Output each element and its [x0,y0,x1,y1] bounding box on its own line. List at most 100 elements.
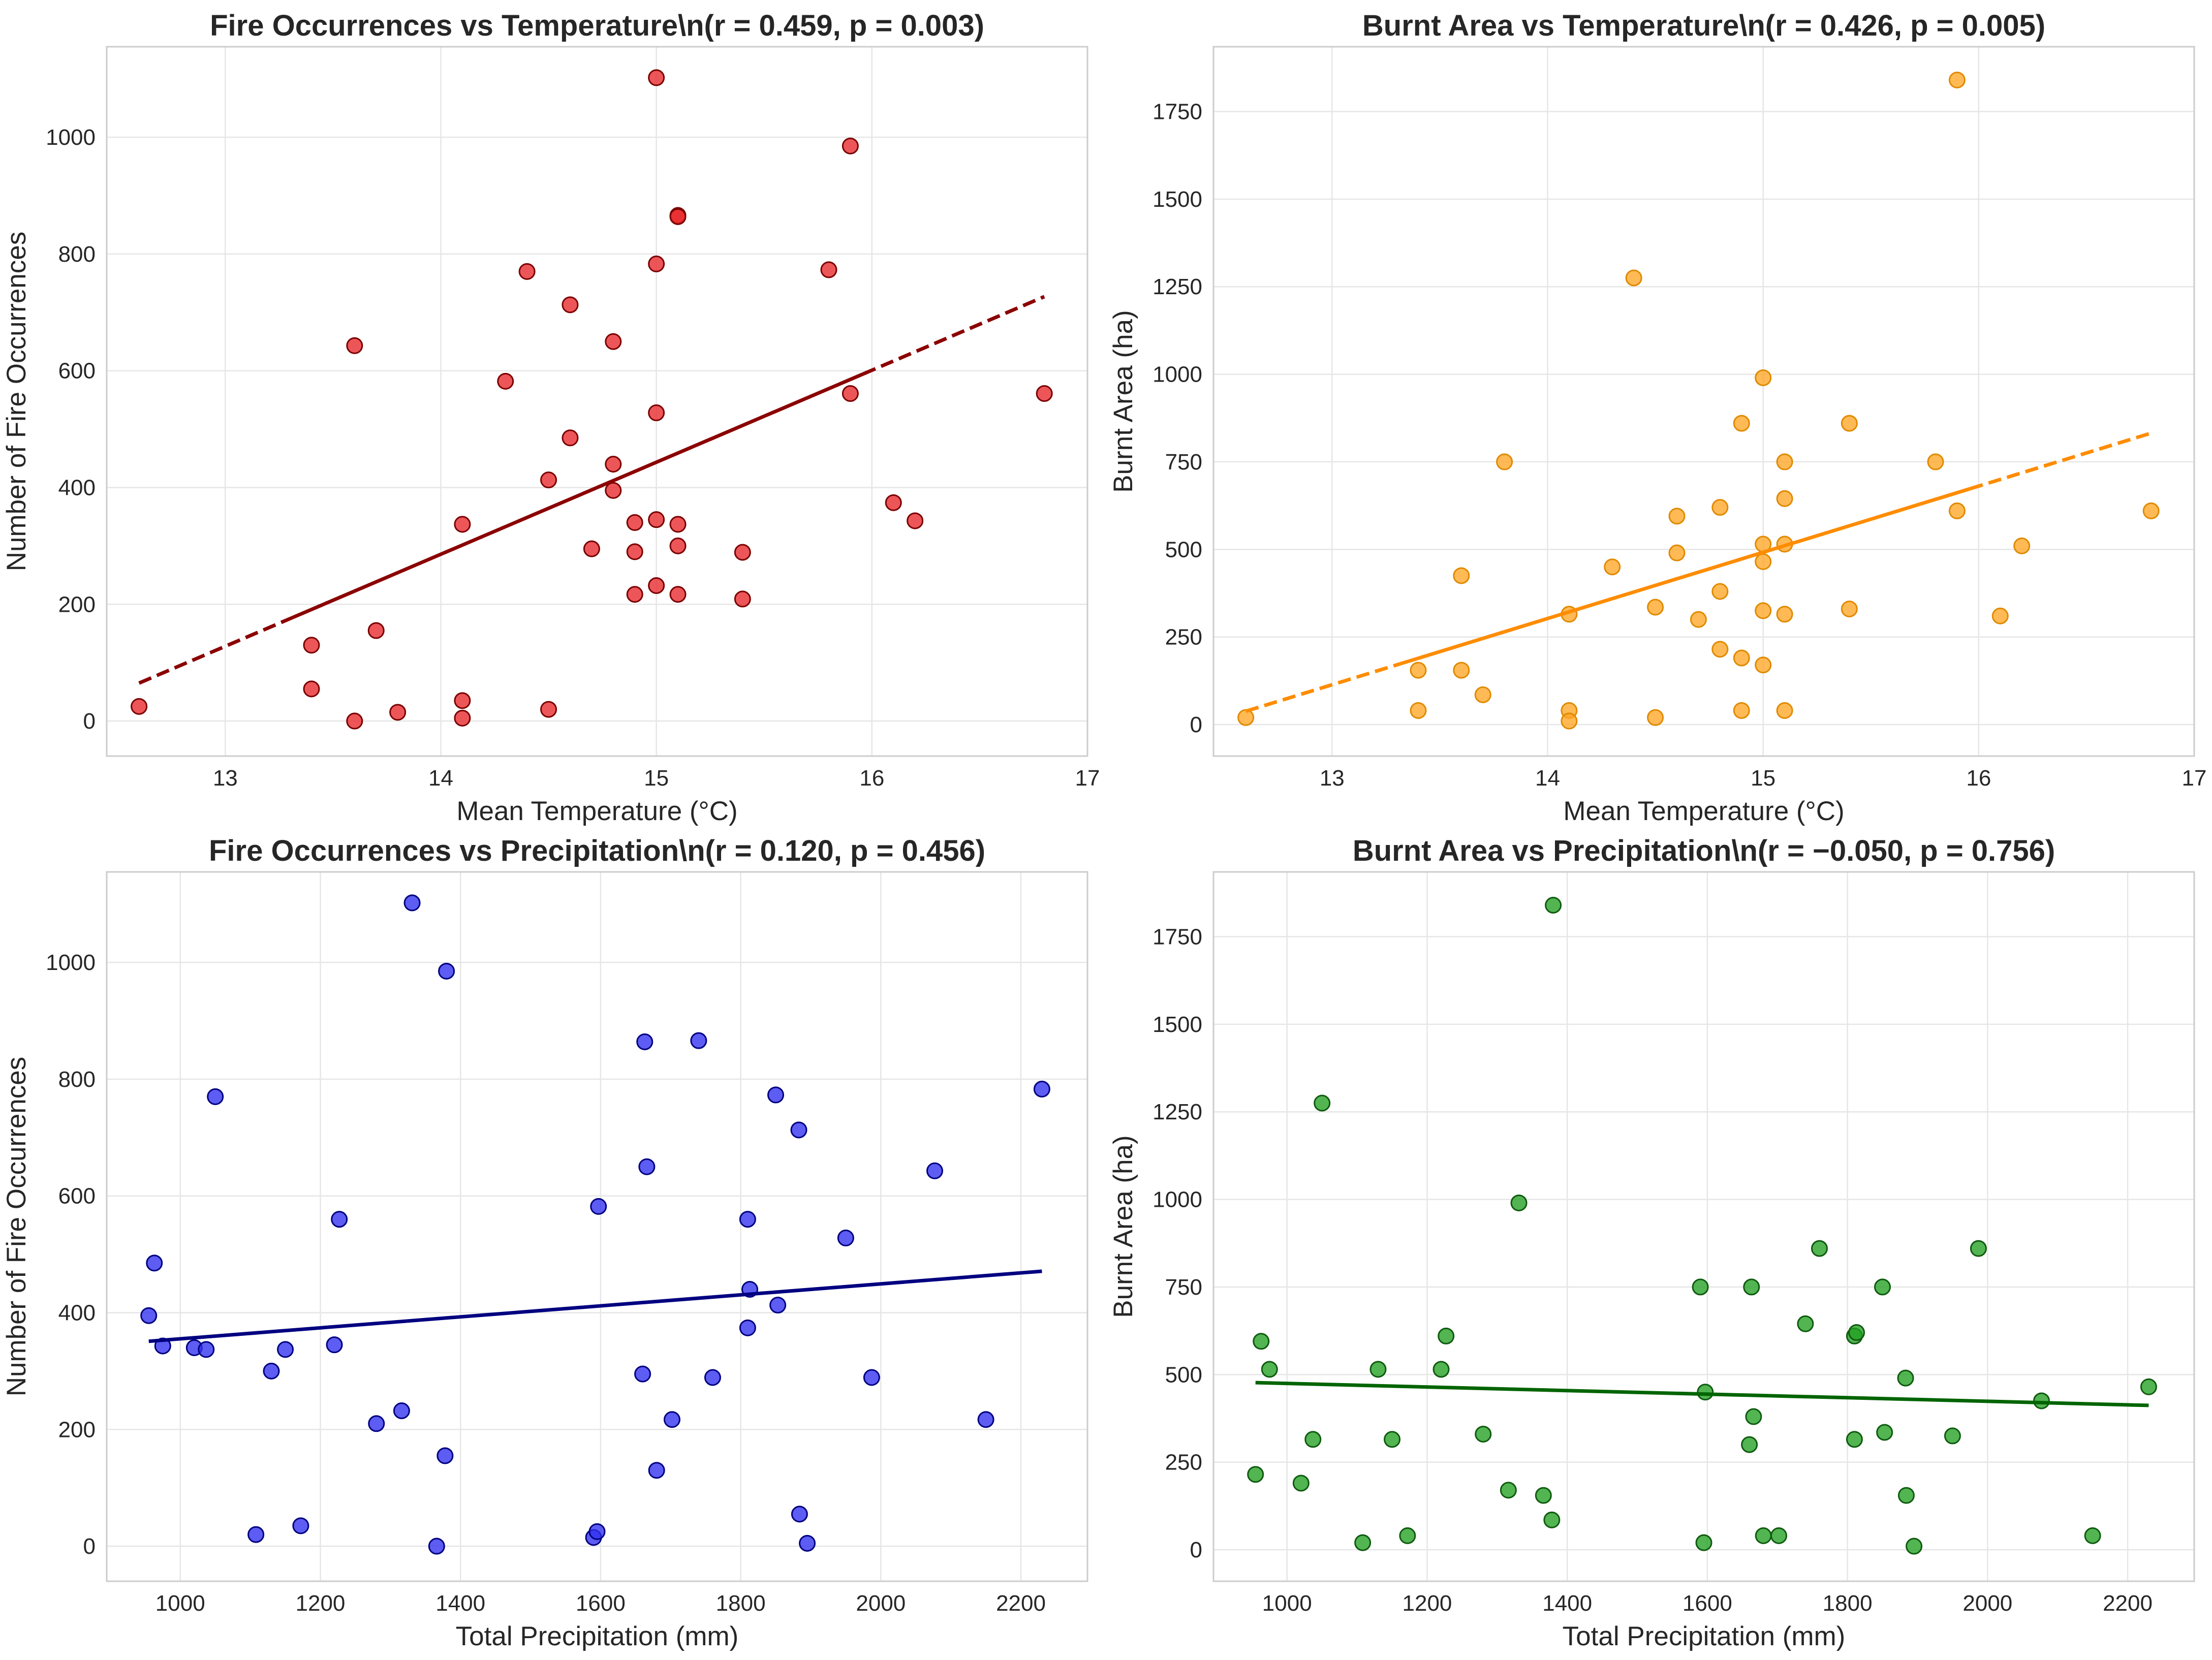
data-point [1841,415,1858,432]
chart-title: Burnt Area vs Precipitation\n(r = −0.050… [1353,834,2055,867]
data-point [1755,1527,1772,1544]
data-point [497,372,514,390]
y-tick-label: 1750 [1152,925,1202,950]
data-point [690,1032,707,1049]
data-point [1745,1408,1762,1425]
data-point [1432,1361,1450,1378]
y-tick-label: 250 [1165,1450,1202,1475]
data-point [767,1086,785,1104]
trend-line [1399,487,1971,666]
data-point [669,208,687,225]
chart-title: Fire Occurrences vs Temperature\n(r = 0.… [210,9,984,42]
data-point [1776,606,1793,623]
data-point [626,586,643,603]
data-point [1647,599,1664,616]
data-point [1500,1482,1517,1499]
data-point [1438,1327,1455,1344]
data-point [303,637,320,654]
data-point [1304,1431,1322,1448]
data-point [1475,1425,1492,1443]
data-point [346,712,363,730]
data-point [326,1336,343,1354]
data-point [1848,1324,1865,1341]
trend-line-segment [138,615,294,685]
y-tick-label: 1000 [46,125,96,150]
data-point [403,894,421,912]
data-point [1697,1384,1714,1401]
x-tick-label: 17 [2182,766,2207,791]
data-point [1410,662,1427,679]
data-point [1770,1527,1788,1544]
plot-frame [106,46,1088,757]
x-tick-label: 2000 [856,1591,906,1616]
data-point [648,1462,665,1479]
x-tick-label: 1000 [1262,1591,1312,1616]
trend-line-segment [1245,662,1400,713]
data-point [207,1088,224,1105]
x-tick-label: 1200 [1403,1591,1452,1616]
y-tick-label: 800 [58,242,96,267]
y-tick-label: 750 [1165,450,1202,475]
data-point [1668,508,1686,525]
data-point [1897,1487,1915,1504]
plot-frame [1212,46,2195,757]
data-point [1776,453,1793,471]
data-point [389,704,407,721]
data-point [739,1319,756,1336]
data-point [1535,1487,1552,1504]
y-tick-label: 250 [1165,625,1202,650]
data-point [2140,1378,2157,1395]
x-tick-label: 14 [428,766,453,791]
data-point [131,698,148,715]
data-point [1841,600,1858,617]
x-axis-label: Total Precipitation (mm) [456,1621,739,1651]
data-point [1755,369,1772,386]
data-point [1897,1369,1914,1387]
data-point [140,1307,158,1324]
data-point [769,1297,787,1314]
x-tick-label: 1400 [435,1591,485,1616]
x-tick-label: 1000 [155,1591,205,1616]
data-point [1948,502,1966,519]
data-point [1755,656,1772,674]
data-point [588,1523,606,1540]
data-point [1692,1278,1709,1296]
y-tick-label: 200 [58,1417,96,1442]
data-point [648,255,665,272]
data-point [791,1506,808,1523]
data-point [734,544,751,561]
x-tick-label: 2200 [2103,1591,2153,1616]
x-axis-label: Mean Temperature (°C) [1563,796,1844,826]
data-point [454,692,471,709]
data-point [1970,1240,1987,1257]
data-point [1711,583,1729,600]
data-point [454,516,471,533]
data-point [1292,1475,1310,1492]
y-tick-label: 1250 [1152,274,1202,299]
data-point [648,69,665,86]
data-point [1948,71,1966,88]
data-point [1733,415,1750,432]
data-point [1453,662,1470,679]
x-tick-label: 16 [1966,766,1991,791]
y-tick-label: 400 [58,475,96,500]
data-point [1545,896,1562,914]
data-point [1399,1527,1416,1544]
data-point [1711,641,1729,658]
data-point [1410,702,1427,719]
data-point [790,1121,807,1139]
data-point [540,472,557,489]
data-point [977,1411,994,1428]
data-point [438,962,455,980]
data-point [1874,1278,1891,1296]
y-axis-label: Burnt Area (ha) [1108,1135,1138,1318]
y-tick-label: 1750 [1152,100,1202,124]
data-point [368,1415,385,1432]
data-point [1510,1194,1528,1211]
y-tick-label: 1000 [1152,362,1202,387]
data-point [842,385,859,402]
data-point [454,709,471,727]
data-point [1261,1361,1278,1378]
y-tick-label: 1500 [1152,187,1202,212]
data-point [885,494,902,511]
